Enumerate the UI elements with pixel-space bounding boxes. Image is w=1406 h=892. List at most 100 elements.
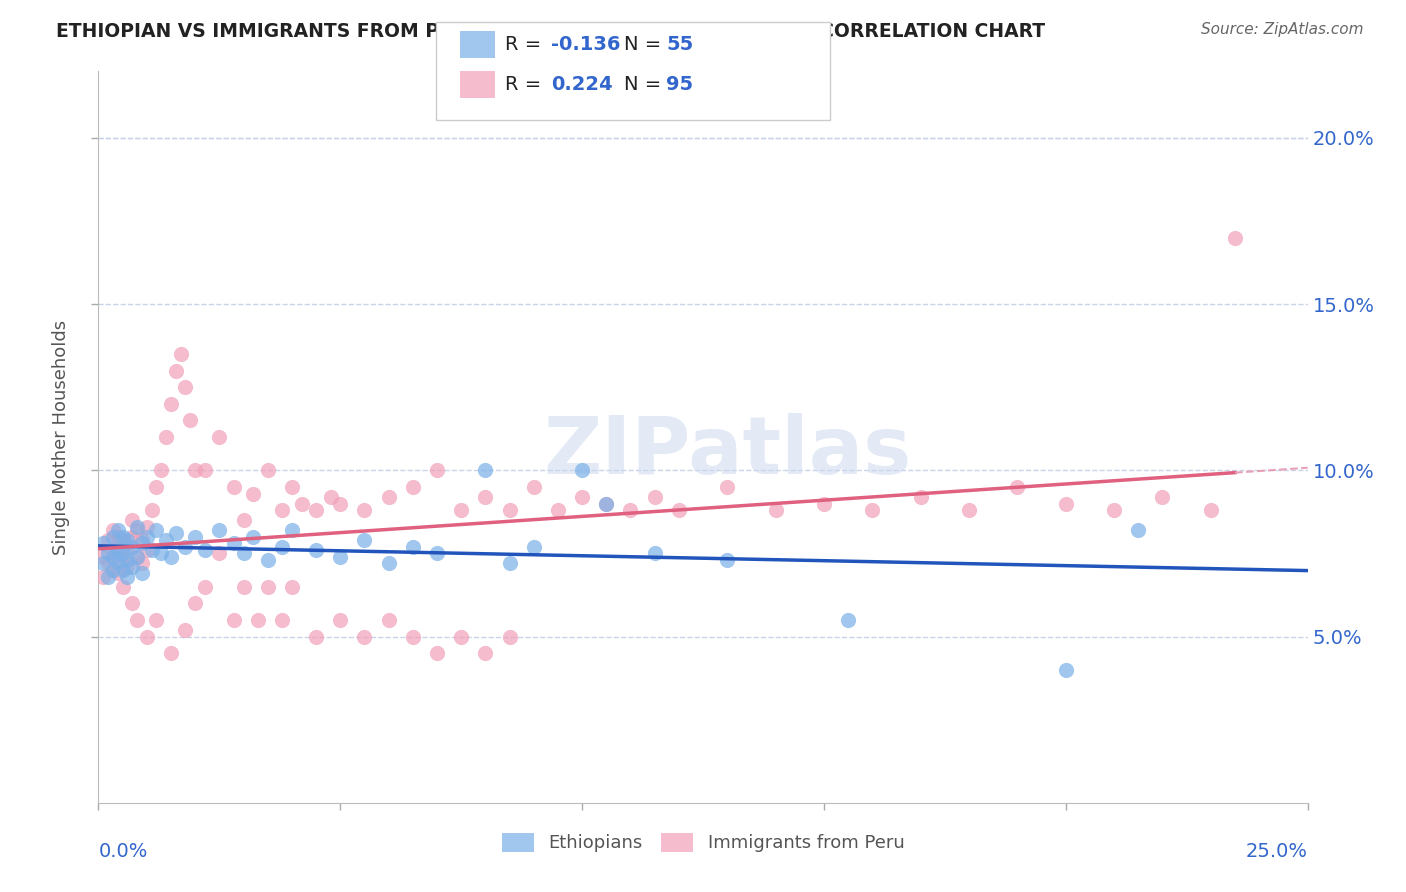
Point: [571, 463, 593, 477]
Point: [145, 480, 167, 494]
Point: [165, 363, 187, 377]
Point: [716, 553, 738, 567]
Point: [127, 549, 149, 564]
Point: [155, 430, 177, 444]
Point: [97, 533, 120, 548]
Point: [117, 553, 139, 567]
Point: [281, 580, 304, 594]
Point: [247, 613, 270, 627]
Point: [150, 546, 173, 560]
Point: [131, 557, 153, 571]
Point: [910, 490, 932, 504]
Point: [281, 480, 304, 494]
Point: [329, 497, 352, 511]
Point: [135, 520, 157, 534]
Point: [716, 480, 738, 494]
Text: N =: N =: [624, 35, 668, 54]
Point: [111, 530, 134, 544]
Point: [290, 497, 312, 511]
Point: [1199, 503, 1222, 517]
Point: [668, 503, 690, 517]
Point: [145, 523, 167, 537]
Point: [184, 463, 207, 477]
Point: [208, 430, 231, 444]
Point: [271, 540, 294, 554]
Point: [474, 646, 496, 660]
Point: [377, 490, 399, 504]
Point: [174, 623, 197, 637]
Point: [208, 523, 231, 537]
Point: [1223, 230, 1246, 244]
Point: [194, 580, 217, 594]
Point: [402, 630, 425, 644]
Point: [232, 580, 254, 594]
Text: 0.0%: 0.0%: [98, 842, 148, 861]
Point: [91, 549, 114, 564]
Point: [595, 497, 617, 511]
Point: [101, 523, 124, 537]
Text: R =: R =: [505, 35, 547, 54]
Point: [135, 543, 157, 558]
Point: [141, 503, 163, 517]
Point: [319, 490, 342, 504]
Point: [184, 596, 207, 610]
Point: [426, 463, 449, 477]
Point: [353, 503, 375, 517]
Point: [111, 546, 134, 560]
Point: [101, 563, 124, 577]
Point: [127, 520, 149, 534]
Point: [498, 557, 520, 571]
Point: [194, 463, 217, 477]
Text: Source: ZipAtlas.com: Source: ZipAtlas.com: [1201, 22, 1364, 37]
Point: [101, 563, 124, 577]
Point: [450, 630, 472, 644]
Point: [107, 530, 129, 544]
Y-axis label: Single Mother Households: Single Mother Households: [52, 319, 70, 555]
Text: ZIPatlas: ZIPatlas: [543, 413, 911, 491]
Point: [1054, 497, 1077, 511]
Point: [194, 543, 217, 558]
Point: [111, 580, 134, 594]
Point: [155, 533, 177, 548]
Point: [97, 570, 120, 584]
Point: [426, 546, 449, 560]
Point: [232, 513, 254, 527]
Point: [1054, 663, 1077, 677]
Point: [135, 530, 157, 544]
Point: [571, 490, 593, 504]
Point: [305, 630, 328, 644]
Point: [450, 503, 472, 517]
Point: [271, 613, 294, 627]
Point: [107, 543, 129, 558]
Point: [179, 413, 201, 427]
Point: [107, 523, 129, 537]
Point: [222, 480, 245, 494]
Point: [131, 536, 153, 550]
Point: [402, 480, 425, 494]
Text: R =: R =: [505, 75, 547, 95]
Point: [426, 646, 449, 660]
Point: [184, 530, 207, 544]
Point: [117, 533, 139, 548]
Point: [305, 543, 328, 558]
Point: [957, 503, 980, 517]
Point: [1102, 503, 1125, 517]
Point: [242, 530, 264, 544]
Point: [474, 490, 496, 504]
Point: [91, 570, 114, 584]
Point: [242, 486, 264, 500]
Point: [127, 613, 149, 627]
Point: [101, 543, 124, 558]
Point: [174, 540, 197, 554]
Point: [117, 540, 139, 554]
Point: [619, 503, 641, 517]
Point: [765, 503, 787, 517]
Text: N =: N =: [624, 75, 668, 95]
Point: [256, 580, 278, 594]
Point: [377, 557, 399, 571]
Point: [281, 523, 304, 537]
Point: [150, 463, 173, 477]
Point: [523, 540, 546, 554]
Point: [232, 546, 254, 560]
Point: [353, 630, 375, 644]
